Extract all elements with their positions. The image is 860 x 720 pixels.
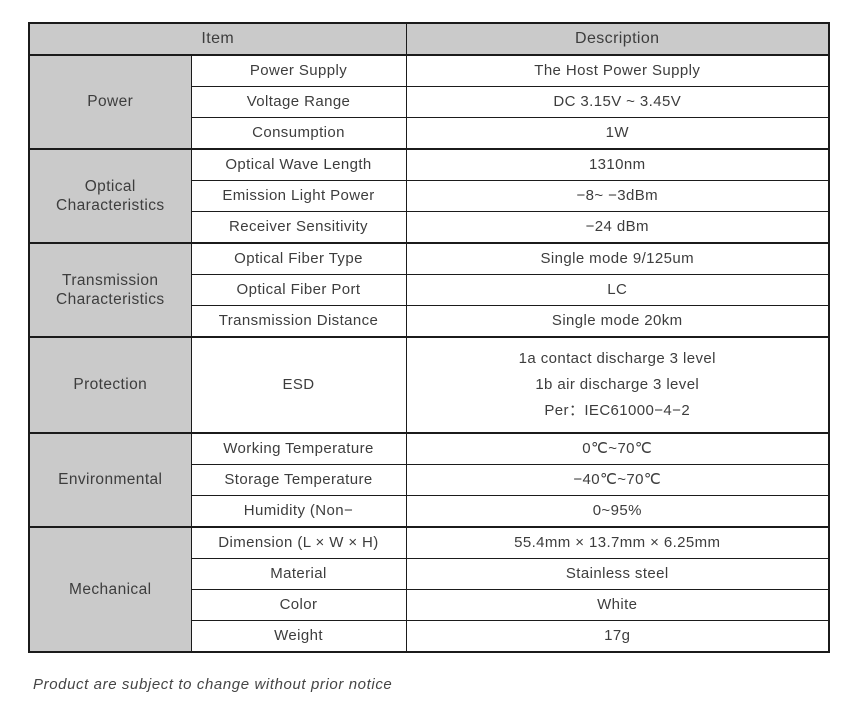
parameter-cell: ESD	[190, 336, 407, 434]
table-row: Weight 17g	[29, 620, 830, 653]
description-cell: The Host Power Supply	[405, 54, 830, 87]
parameter-cell: Voltage Range	[190, 86, 407, 118]
parameter-cell: Power Supply	[190, 54, 407, 87]
parameter-cell: Material	[190, 558, 407, 590]
parameter-cell: Emission Light Power	[190, 180, 407, 212]
table-row: Transmission Distance Single mode 20km	[29, 305, 830, 338]
table-row: Mechanical Dimension (L × W × H) 55.4mm × …	[28, 526, 830, 653]
parameter-cell: Humidity (Non−	[190, 495, 407, 528]
description-line: Per：IEC61000−4−2	[544, 402, 691, 419]
parameter-cell: Optical Fiber Type	[190, 242, 407, 275]
description-cell: 1310nm	[405, 148, 830, 181]
table-row: Storage Temperature −40℃~70℃	[29, 464, 830, 496]
description-cell: 17g	[405, 620, 830, 653]
description-cell: 55.4mm × 13.7mm × 6.25mm	[405, 526, 830, 559]
parameter-cell: Optical Wave Length	[190, 148, 407, 181]
description-cell: LC	[405, 274, 830, 306]
table-row: Optical Fiber Port LC	[29, 274, 830, 306]
table-row: Optical Characteristics Optical Wave Leng…	[28, 148, 830, 244]
table-row: Transmission Characteristics Optical Fibe…	[28, 242, 830, 338]
description-cell: −8~ −3dBm	[405, 180, 830, 212]
table-row: Humidity (Non− 0~95%	[29, 495, 830, 528]
description-cell: White	[405, 589, 830, 621]
category-cell: Optical Characteristics	[28, 148, 192, 244]
description-cell: 1W	[405, 117, 830, 150]
parameter-cell: Weight	[190, 620, 407, 653]
description-cell: Single mode 20km	[405, 305, 830, 338]
category-cell: Protection	[28, 336, 192, 434]
table-row: Environmental Working Temperature 0℃~70℃	[28, 432, 830, 528]
parameter-cell: Optical Fiber Port	[190, 274, 407, 306]
description-cell: 0℃~70℃	[405, 432, 830, 465]
table-row: Voltage Range DC 3.15V ~ 3.45V	[29, 86, 830, 118]
description-cell: DC 3.15V ~ 3.45V	[405, 86, 830, 118]
description-cell: 1a contact discharge 3 level 1b air disch…	[405, 336, 830, 434]
parameter-cell: Working Temperature	[190, 432, 407, 465]
category-cell: Mechanical	[28, 526, 192, 653]
parameter-cell: Consumption	[190, 117, 407, 150]
description-cell: Stainless steel	[405, 558, 830, 590]
table-row: Receiver Sensitivity −24 dBm	[29, 211, 830, 244]
description-cell: 0~95%	[405, 495, 830, 528]
table-row: Power Power Supply The Host Power Supply	[28, 54, 830, 150]
header-description: Description	[405, 22, 830, 56]
parameter-cell: Dimension (L × W × H)	[190, 526, 407, 559]
description-line: 1b air discharge 3 level	[535, 376, 700, 393]
table-row: Emission Light Power −8~ −3dBm	[29, 180, 830, 212]
description-line: 1a contact discharge 3 level	[518, 350, 716, 367]
specification-table: Item Description Power Power Supply The Ho…	[28, 22, 830, 653]
category-cell: Environmental	[28, 432, 192, 528]
parameter-cell: Transmission Distance	[190, 305, 407, 338]
description-cell: Single mode 9/125um	[405, 242, 830, 275]
footer-note: Product are subject to change without pr…	[33, 676, 393, 693]
description-cell: −24 dBm	[405, 211, 830, 244]
header-item: Item	[28, 22, 407, 56]
category-cell: Transmission Characteristics	[28, 242, 192, 338]
category-cell: Power	[28, 54, 192, 150]
parameter-cell: Color	[190, 589, 407, 621]
table-row: Color White	[29, 589, 830, 621]
description-cell: −40℃~70℃	[405, 464, 830, 496]
parameter-cell: Storage Temperature	[190, 464, 407, 496]
table-row: Consumption 1W	[29, 117, 830, 150]
table-header-row: Item Description	[28, 22, 830, 56]
table-row: Protection ESD 1a contact discharge 3 leve…	[28, 336, 830, 434]
parameter-cell: Receiver Sensitivity	[190, 211, 407, 244]
